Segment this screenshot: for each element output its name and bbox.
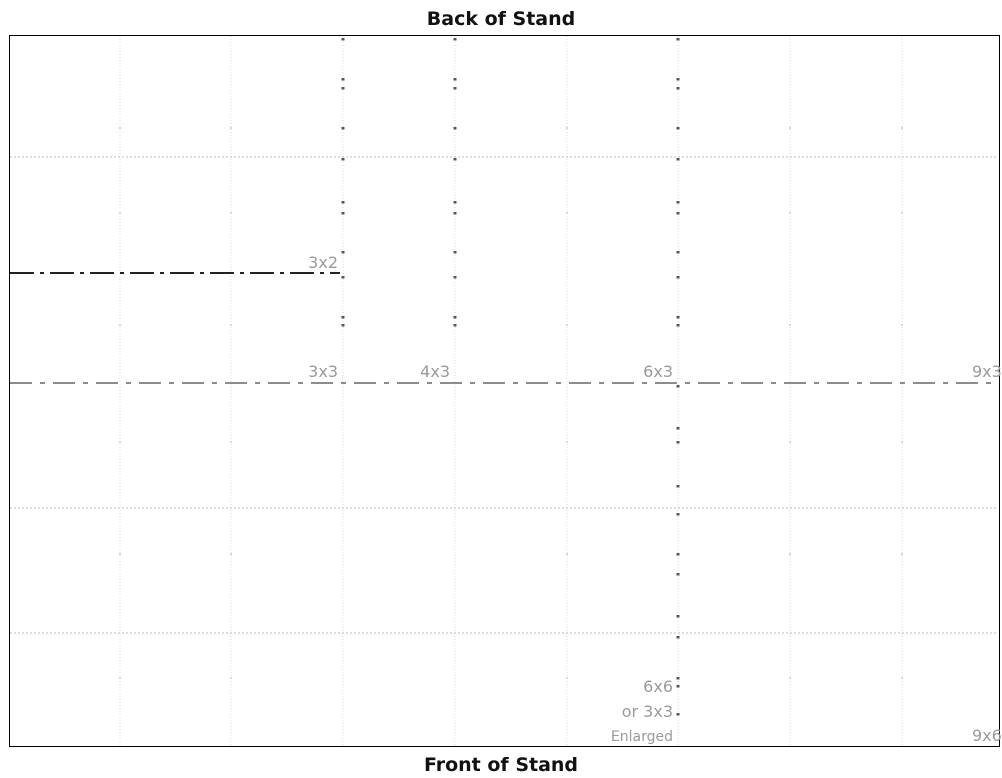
tick-marker-faint (789, 441, 791, 443)
tick-marker (341, 316, 345, 319)
tick-marker (341, 251, 345, 254)
tick-marker (676, 615, 680, 618)
tick-marker (341, 212, 345, 215)
stand-outline (9, 35, 1000, 747)
tick-marker (676, 127, 680, 130)
tick-marker (341, 78, 345, 81)
tick-marker (453, 251, 457, 254)
tick-marker (676, 78, 680, 81)
tick-marker-faint (566, 553, 568, 555)
tick-marker-faint (566, 127, 568, 129)
label-enlarged: Enlarged (611, 729, 673, 745)
tick-marker-faint (901, 677, 903, 679)
tick-marker (341, 158, 345, 161)
tick-marker (676, 158, 680, 161)
tick-marker (676, 87, 680, 90)
tick-marker (341, 276, 345, 279)
tick-marker-faint (230, 324, 232, 326)
tick-marker-faint (901, 441, 903, 443)
label-3x3: 3x3 (308, 362, 338, 381)
tick-marker (676, 201, 680, 204)
back-of-stand-heading: Back of Stand (426, 8, 576, 30)
tick-marker (676, 38, 680, 41)
tick-marker-faint (566, 324, 568, 326)
tick-marker (453, 324, 457, 327)
tick-marker-faint (230, 127, 232, 129)
tick-marker (676, 441, 680, 444)
tick-marker-faint (119, 441, 121, 443)
tick-marker (341, 38, 345, 41)
tick-marker-faint (230, 212, 232, 214)
tick-marker-faint (119, 677, 121, 679)
tick-marker (453, 201, 457, 204)
tick-marker-faint (789, 212, 791, 214)
tick-marker-faint (119, 212, 121, 214)
marker-layer (119, 38, 903, 716)
tick-marker (676, 573, 680, 576)
tick-marker-faint (901, 324, 903, 326)
tick-marker (341, 87, 345, 90)
tick-marker (341, 201, 345, 204)
tick-marker (676, 385, 680, 388)
label-9x3: 9x3 (972, 362, 1002, 381)
tick-marker-faint (119, 553, 121, 555)
tick-marker (676, 485, 680, 488)
grid-layer (10, 36, 998, 746)
tick-marker (676, 427, 680, 430)
label-4x3: 4x3 (420, 362, 450, 381)
tick-marker (676, 685, 680, 688)
label-3x2: 3x2 (308, 253, 338, 272)
label-9x6: 9x6 (972, 726, 1002, 745)
tick-marker (341, 324, 345, 327)
front-of-stand-heading: Front of Stand (423, 754, 579, 776)
tick-marker (676, 276, 680, 279)
tick-marker-faint (230, 677, 232, 679)
tick-marker-faint (230, 553, 232, 555)
tick-marker-faint (566, 212, 568, 214)
tick-marker (676, 713, 680, 716)
tick-marker-faint (901, 127, 903, 129)
tick-marker-faint (119, 127, 121, 129)
tick-marker (453, 212, 457, 215)
tick-marker (453, 38, 457, 41)
tick-marker (676, 324, 680, 327)
tick-marker (676, 212, 680, 215)
tick-marker (453, 276, 457, 279)
tick-marker (453, 78, 457, 81)
label-or-3x3: or 3x3 (622, 702, 673, 721)
tick-marker-faint (789, 677, 791, 679)
tick-marker-faint (789, 324, 791, 326)
label-6x6: 6x6 (643, 677, 673, 696)
label-6x3: 6x3 (643, 362, 673, 381)
tick-marker (676, 316, 680, 319)
tick-marker (453, 87, 457, 90)
tick-marker-faint (119, 324, 121, 326)
tick-marker (676, 251, 680, 254)
tick-marker-faint (230, 441, 232, 443)
tick-marker (676, 553, 680, 556)
tick-marker-faint (901, 553, 903, 555)
tick-marker (676, 677, 680, 680)
tick-marker (453, 158, 457, 161)
tick-marker (676, 513, 680, 516)
tick-marker (453, 127, 457, 130)
tick-marker-faint (566, 441, 568, 443)
tick-marker-faint (566, 677, 568, 679)
tick-marker-faint (901, 212, 903, 214)
tick-marker-faint (789, 127, 791, 129)
tick-marker (453, 316, 457, 319)
tick-marker (341, 127, 345, 130)
tick-marker-faint (789, 553, 791, 555)
tick-marker (676, 636, 680, 639)
